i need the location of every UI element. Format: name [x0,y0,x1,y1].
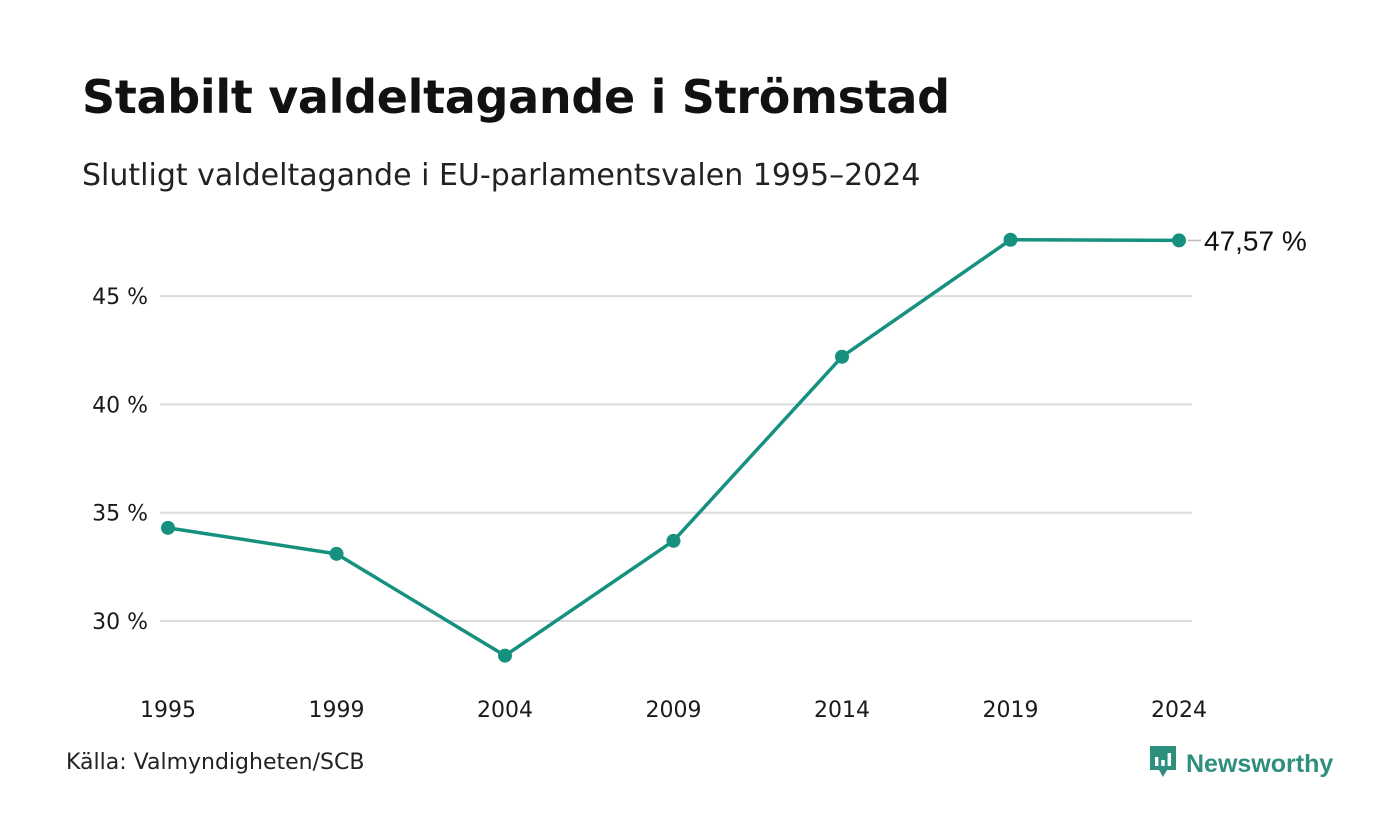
x-tick-label: 1999 [309,698,365,723]
gridlines [160,295,1192,622]
y-tick-label: 45 % [92,285,148,310]
data-point-2024 [1172,233,1186,248]
x-axis-ticks: 1995 1999 2004 2009 2014 2019 2024 [140,698,1207,723]
data-points [161,232,1186,663]
x-tick-label: 1995 [140,698,196,723]
source-note: Källa: Valmyndigheten/SCB [66,750,365,775]
brand-logo: Newsworthy [1148,744,1333,784]
y-tick-label: 30 % [92,610,148,635]
x-tick-label: 2014 [814,698,870,723]
newsworthy-logo-icon [1148,744,1178,784]
data-point-2019 [1003,232,1018,247]
data-point-1995 [161,520,175,535]
x-tick-label: 2024 [1151,698,1207,723]
end-label-layer: 47,57 % [1188,225,1307,256]
data-point-1999 [329,546,344,561]
data-point-2009 [666,533,681,548]
chart-title: Stabilt valdeltagande i Strömstad [82,70,950,124]
x-tick-label: 2009 [646,698,702,723]
data-point-2014 [835,349,849,364]
y-tick-label: 40 % [92,393,148,418]
x-tick-label: 2019 [983,698,1039,723]
y-tick-label: 35 % [92,502,148,527]
brand-name: Newsworthy [1186,749,1334,778]
data-point-2004 [498,648,512,663]
end-value-label: 47,57 % [1204,225,1307,256]
series-line [166,238,1181,658]
y-axis-ticks: 30 % 35 % 40 % 45 % [92,285,148,635]
series-line-layer [166,238,1181,658]
x-tick-label: 2004 [477,698,533,723]
chart-subtitle: Slutligt valdeltagande i EU-parlamentsva… [82,158,921,193]
